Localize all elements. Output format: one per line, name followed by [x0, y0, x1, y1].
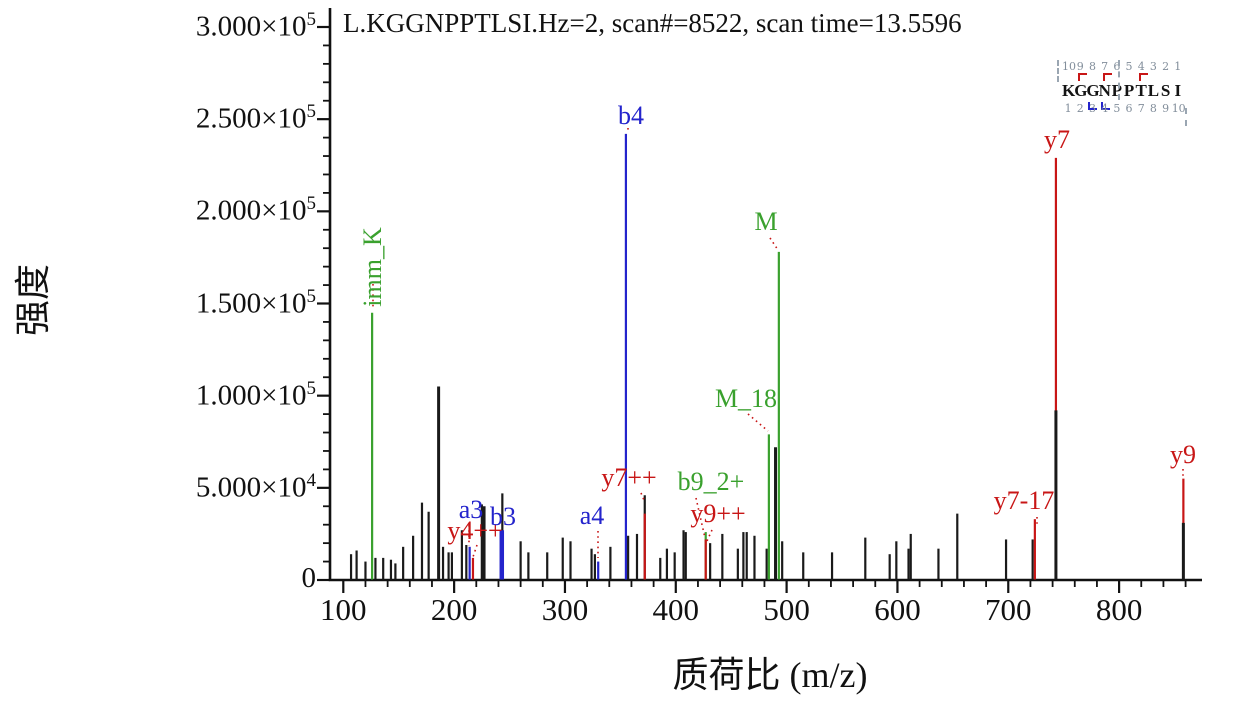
x-axis-label: 质荷比 (m/z) — [672, 655, 868, 695]
x-tick-label: 400 — [652, 592, 700, 627]
fragment-number: 2 — [1076, 102, 1084, 115]
y-tick-label: 2.000×105 — [195, 193, 316, 227]
ion-label-M: M — [754, 207, 778, 236]
residue-G: G — [1074, 81, 1088, 100]
ion-label-y9: y9 — [1170, 440, 1196, 469]
ion-label-b3: b3 — [490, 502, 516, 531]
fragment-number: 6 — [1113, 60, 1121, 73]
b-ion-number-row: 1 2 3 4 5 6 7 8 9 10 — [1062, 102, 1196, 115]
residue-I: I — [1174, 81, 1182, 100]
fragment-number: 8 — [1088, 60, 1096, 73]
y-tick-label: 0 — [301, 562, 317, 594]
fragment-number: 7 — [1137, 102, 1145, 115]
x-tick-label: 300 — [541, 592, 589, 627]
ion-label-y7-17: y7-17 — [993, 486, 1055, 515]
x-tick-label: 800 — [1095, 592, 1143, 627]
fragment-number: 10 — [1062, 60, 1076, 73]
residue-P: P — [1111, 81, 1123, 100]
ion-label-M_18: M_18 — [714, 384, 778, 413]
fragment-number: 7 — [1101, 60, 1109, 73]
annotation-connector — [472, 544, 478, 558]
fragment-number: 4 — [1101, 102, 1109, 115]
y-tick-label: 3.000×105 — [195, 9, 316, 43]
fragment-number: 9 — [1162, 102, 1170, 115]
ion-label-b4: b4 — [618, 101, 644, 130]
ion-label-y7++: y7++ — [601, 463, 657, 492]
fragment-number: 5 — [1113, 102, 1121, 115]
annotation-connector — [640, 492, 645, 501]
fragment-number: 6 — [1125, 102, 1133, 115]
y-ion-mark-4 — [1139, 73, 1149, 81]
fragment-number: 4 — [1137, 60, 1145, 73]
peptide-fragment-map: 10 9 8 7 6 5 4 3 2 1 K G G N P P T L S I 1 2 3 4 5 6 7 8 9 10 — [1057, 60, 1196, 126]
x-tick-label: 500 — [763, 592, 810, 627]
y-tick-label: 1.000×105 — [195, 377, 316, 412]
y-tick-label: 1.500×105 — [195, 285, 316, 320]
y-ion-number-row: 10 9 8 7 6 5 4 3 2 1 — [1062, 60, 1196, 73]
fragment-number: 9 — [1076, 60, 1084, 73]
chart-title: L.KGGNPPTLSI.Hz=2, scan#=8522, scan time… — [343, 8, 962, 38]
b-ion-mark-3 — [1088, 102, 1098, 110]
fragment-number: 3 — [1088, 102, 1096, 115]
fragment-number: 10 — [1171, 102, 1186, 115]
fragment-number: 1 — [1064, 102, 1072, 115]
residue-G: G — [1086, 81, 1100, 100]
ion-label-a3: a3 — [458, 495, 484, 524]
fragment-number: 3 — [1149, 60, 1157, 73]
fragment-number: 8 — [1149, 102, 1157, 115]
x-tick-label: 600 — [874, 592, 921, 627]
b-ion-mark-4 — [1100, 102, 1110, 110]
annotation-connector — [706, 529, 713, 542]
diagram-divider — [1185, 108, 1187, 126]
fragment-number: 2 — [1162, 60, 1170, 73]
fragment-number: 1 — [1174, 60, 1182, 73]
y-ion-mark-7 — [1102, 73, 1112, 81]
residue-P: P — [1123, 81, 1135, 100]
ion-label-b9_2+: b9_2+ — [677, 467, 745, 496]
ion-label-a4: a4 — [579, 501, 605, 530]
fragment-number: 5 — [1125, 60, 1133, 73]
residue-T: T — [1135, 81, 1147, 100]
ion-label-y9++: y9++ — [690, 499, 746, 528]
residue-S: S — [1160, 81, 1171, 100]
residue-L: L — [1147, 81, 1160, 100]
ion-label-y4++: y4++ — [447, 516, 503, 545]
x-tick-label: 100 — [320, 592, 367, 627]
ion-label-imm_K: imm_K — [358, 227, 387, 307]
diagram-divider — [1118, 60, 1120, 100]
annotation-connector — [747, 413, 769, 432]
y-ion-mark-9 — [1078, 73, 1088, 81]
y-tick-label: 5.000×104 — [195, 469, 316, 504]
diagram-divider — [1057, 60, 1059, 82]
residue-K: K — [1062, 81, 1076, 100]
residue-N: N — [1098, 81, 1111, 100]
annotation-connector — [769, 237, 779, 251]
x-tick-label: 200 — [430, 592, 478, 627]
y-tick-label: 2.500×105 — [195, 101, 316, 135]
x-tick-label: 700 — [985, 592, 1032, 627]
ion-label-y7: y7 — [1044, 125, 1070, 154]
